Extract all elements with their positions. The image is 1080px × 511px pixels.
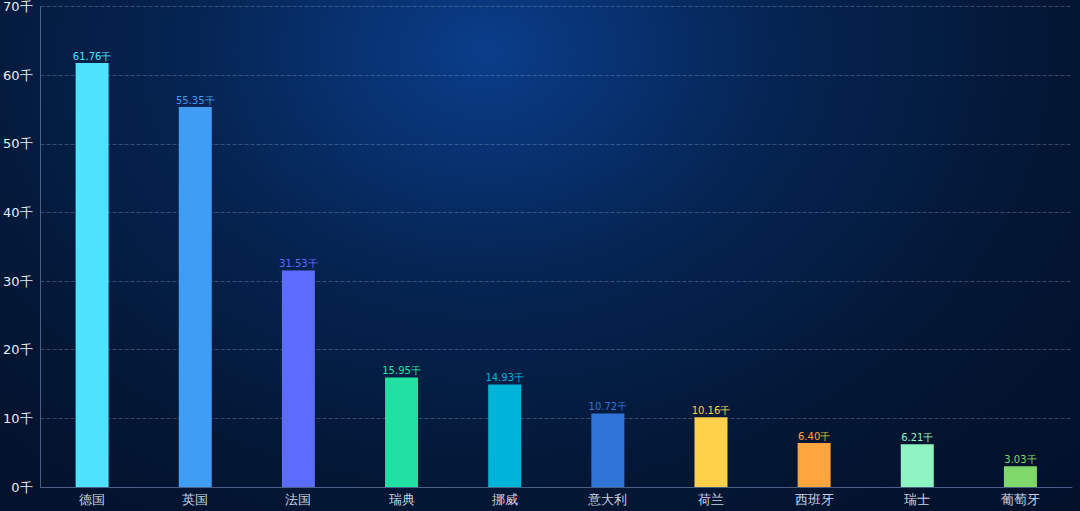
svg-text:40千: 40千 — [3, 205, 33, 220]
svg-text:0千: 0千 — [11, 480, 32, 495]
svg-text:60千: 60千 — [3, 68, 33, 83]
svg-text:10.16千: 10.16千 — [692, 405, 731, 416]
svg-text:55.35千: 55.35千 — [176, 95, 215, 106]
svg-text:6.40千: 6.40千 — [798, 431, 830, 442]
svg-text:3.03千: 3.03千 — [1004, 454, 1036, 465]
svg-text:瑞典: 瑞典 — [389, 492, 415, 507]
svg-text:20千: 20千 — [3, 342, 33, 357]
svg-text:荷兰: 荷兰 — [698, 492, 724, 507]
svg-text:英国: 英国 — [182, 492, 208, 507]
svg-text:50千: 50千 — [3, 136, 33, 151]
svg-text:葡萄牙: 葡萄牙 — [1001, 492, 1040, 507]
svg-text:西班牙: 西班牙 — [795, 492, 834, 507]
svg-text:61.76千: 61.76千 — [73, 51, 112, 62]
svg-text:30千: 30千 — [3, 274, 33, 289]
svg-text:10.72千: 10.72千 — [589, 401, 628, 412]
svg-text:6.21千: 6.21千 — [901, 432, 933, 443]
svg-text:挪威: 挪威 — [492, 492, 518, 507]
svg-text:瑞士: 瑞士 — [904, 492, 930, 507]
svg-text:15.95千: 15.95千 — [382, 365, 421, 376]
svg-text:14.93千: 14.93千 — [485, 372, 524, 383]
svg-text:10千: 10千 — [3, 411, 33, 426]
svg-text:意大利: 意大利 — [587, 492, 627, 507]
svg-text:31.53千: 31.53千 — [279, 258, 318, 269]
svg-text:70千: 70千 — [3, 0, 33, 14]
svg-text:德国: 德国 — [79, 492, 105, 507]
svg-text:法国: 法国 — [285, 492, 311, 507]
